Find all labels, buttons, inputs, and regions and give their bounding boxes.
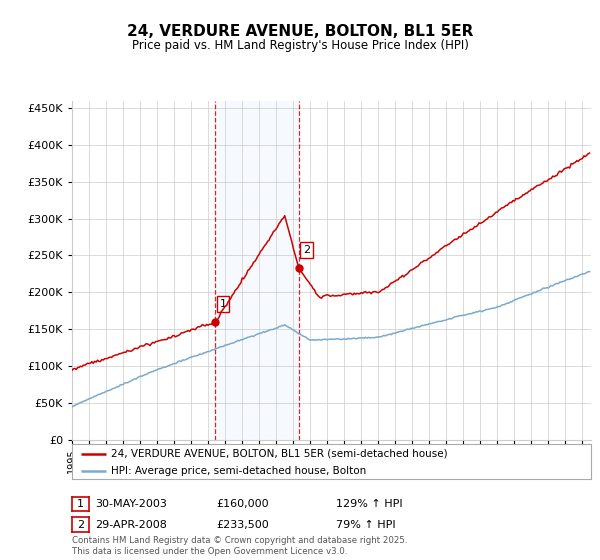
Text: 2: 2 xyxy=(303,245,310,255)
Text: £160,000: £160,000 xyxy=(216,499,269,509)
Text: 29-APR-2008: 29-APR-2008 xyxy=(95,520,167,530)
Text: 24, VERDURE AVENUE, BOLTON, BL1 5ER (semi-detached house): 24, VERDURE AVENUE, BOLTON, BL1 5ER (sem… xyxy=(111,449,448,459)
Text: HPI: Average price, semi-detached house, Bolton: HPI: Average price, semi-detached house,… xyxy=(111,466,366,476)
Text: 1: 1 xyxy=(220,299,226,309)
Text: 30-MAY-2003: 30-MAY-2003 xyxy=(95,499,167,509)
Text: 1: 1 xyxy=(77,499,84,509)
Text: Price paid vs. HM Land Registry's House Price Index (HPI): Price paid vs. HM Land Registry's House … xyxy=(131,39,469,52)
Text: Contains HM Land Registry data © Crown copyright and database right 2025.
This d: Contains HM Land Registry data © Crown c… xyxy=(72,536,407,556)
Text: 24, VERDURE AVENUE, BOLTON, BL1 5ER: 24, VERDURE AVENUE, BOLTON, BL1 5ER xyxy=(127,24,473,39)
Text: 129% ↑ HPI: 129% ↑ HPI xyxy=(336,499,403,509)
Bar xyxy=(215,101,299,440)
Text: £233,500: £233,500 xyxy=(216,520,269,530)
Text: 79% ↑ HPI: 79% ↑ HPI xyxy=(336,520,395,530)
Text: 2: 2 xyxy=(77,520,84,530)
